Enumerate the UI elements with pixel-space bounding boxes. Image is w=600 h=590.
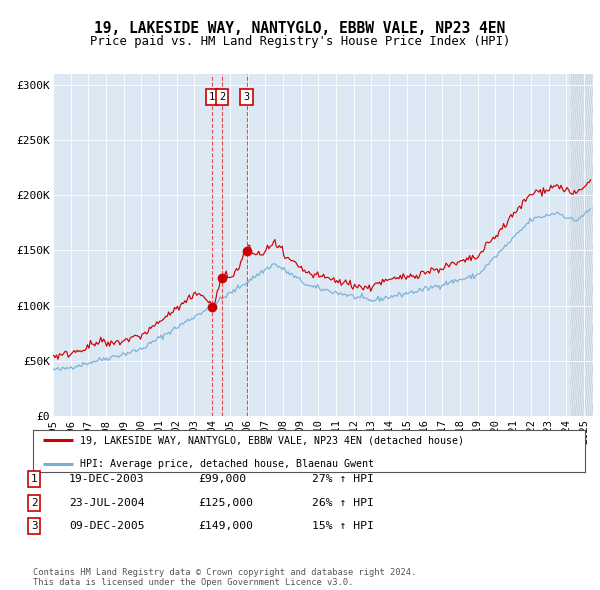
Text: HPI: Average price, detached house, Blaenau Gwent: HPI: Average price, detached house, Blae…: [80, 458, 374, 468]
Text: Contains HM Land Registry data © Crown copyright and database right 2024.: Contains HM Land Registry data © Crown c…: [33, 568, 416, 577]
Text: 23-JUL-2004: 23-JUL-2004: [69, 498, 145, 507]
Text: 19, LAKESIDE WAY, NANTYGLO, EBBW VALE, NP23 4EN: 19, LAKESIDE WAY, NANTYGLO, EBBW VALE, N…: [94, 21, 506, 36]
Text: 3: 3: [31, 522, 37, 531]
Text: 2: 2: [219, 92, 225, 102]
Text: 09-DEC-2005: 09-DEC-2005: [69, 522, 145, 531]
Text: This data is licensed under the Open Government Licence v3.0.: This data is licensed under the Open Gov…: [33, 578, 353, 588]
Text: 15% ↑ HPI: 15% ↑ HPI: [312, 522, 374, 531]
Text: 2: 2: [31, 498, 37, 507]
Text: 19, LAKESIDE WAY, NANTYGLO, EBBW VALE, NP23 4EN (detached house): 19, LAKESIDE WAY, NANTYGLO, EBBW VALE, N…: [80, 435, 464, 445]
Text: 1: 1: [208, 92, 215, 102]
Text: 1: 1: [31, 474, 37, 484]
Text: 27% ↑ HPI: 27% ↑ HPI: [312, 474, 374, 484]
Text: 26% ↑ HPI: 26% ↑ HPI: [312, 498, 374, 507]
Text: Price paid vs. HM Land Registry's House Price Index (HPI): Price paid vs. HM Land Registry's House …: [90, 35, 510, 48]
Text: 19-DEC-2003: 19-DEC-2003: [69, 474, 145, 484]
Text: £125,000: £125,000: [198, 498, 253, 507]
Text: £149,000: £149,000: [198, 522, 253, 531]
Text: £99,000: £99,000: [198, 474, 246, 484]
Text: 3: 3: [244, 92, 250, 102]
